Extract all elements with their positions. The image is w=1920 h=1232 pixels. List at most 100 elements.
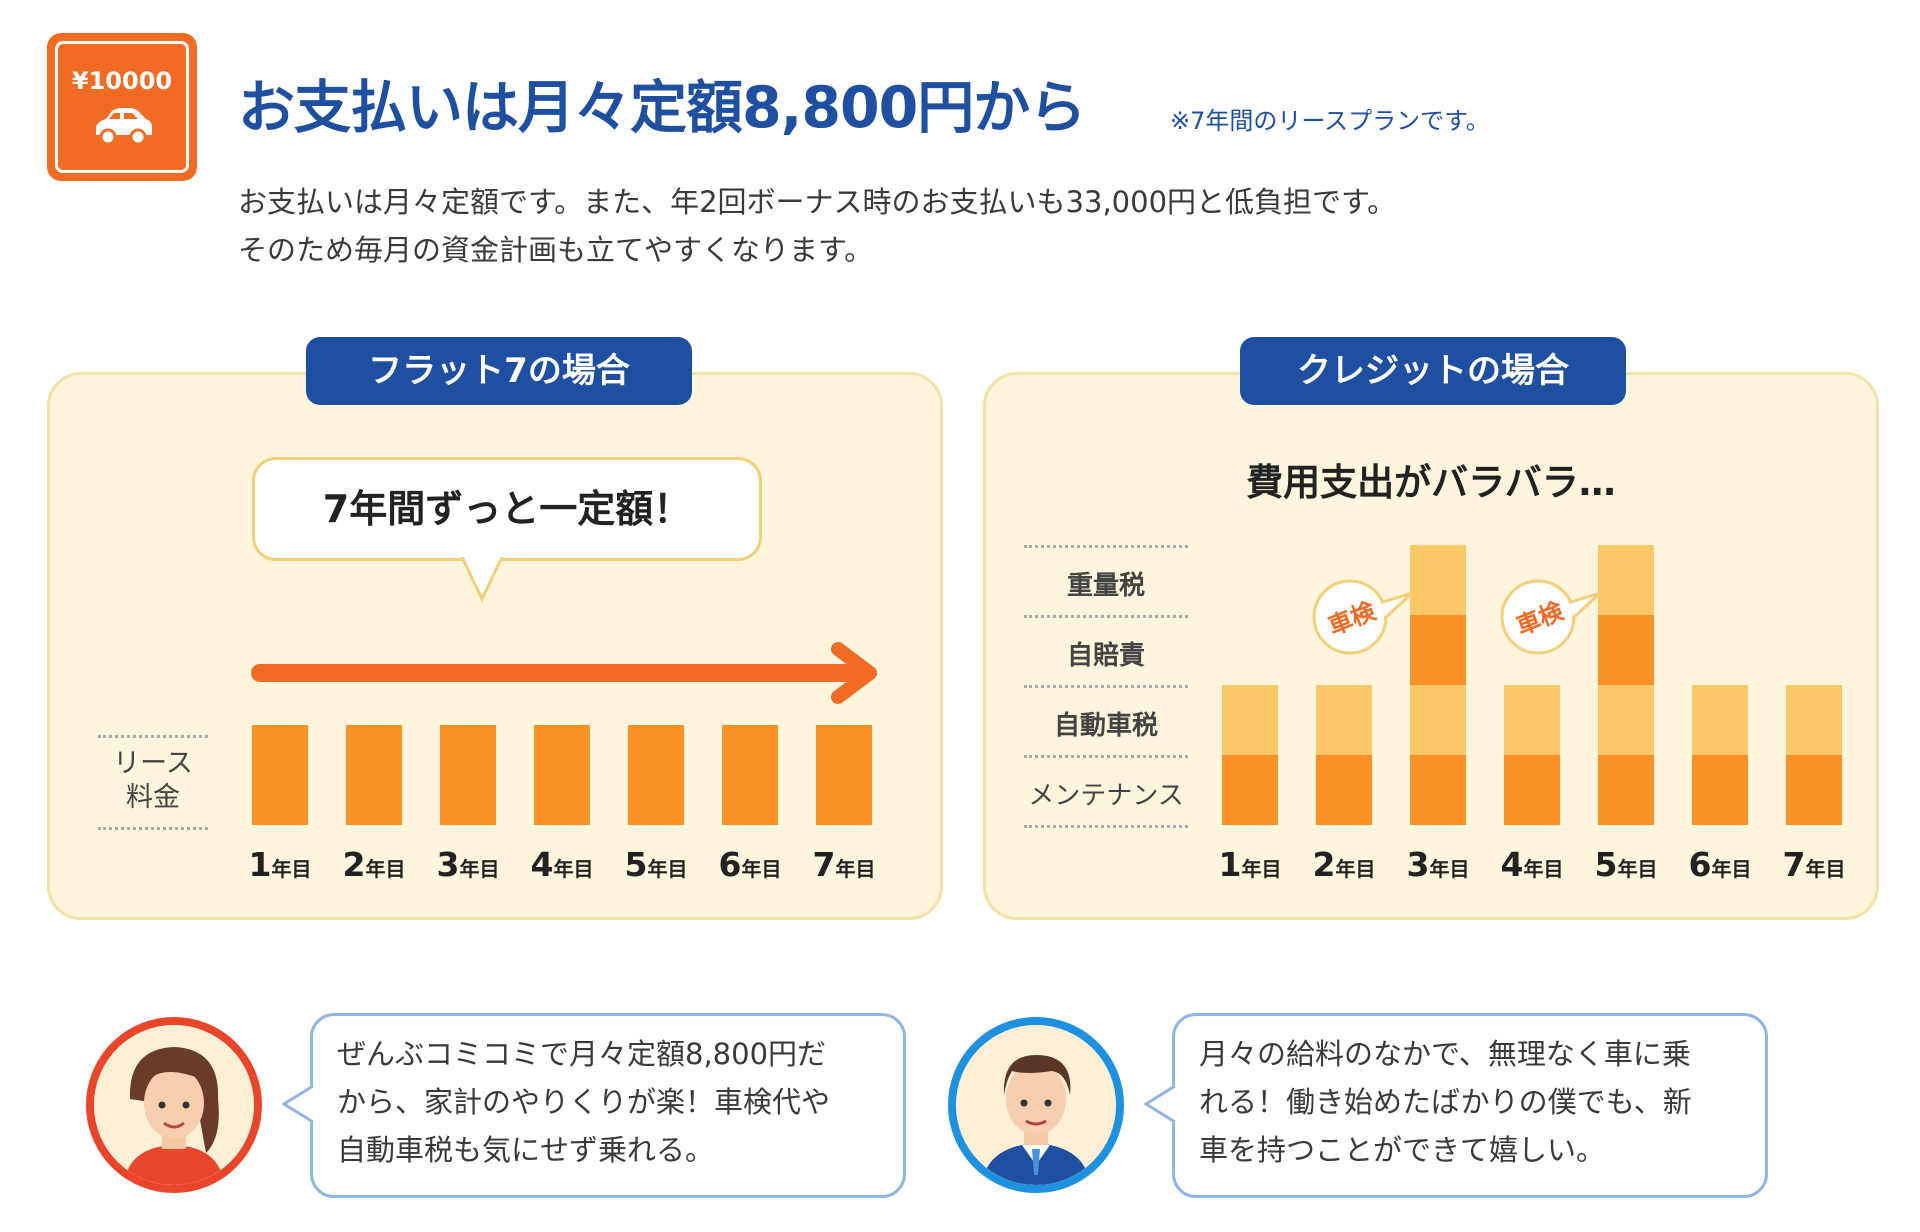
- credit-title: 費用支出がバラバラ…: [1246, 461, 1616, 504]
- woman-avatar: [86, 1017, 262, 1193]
- year-label: 6年目: [705, 845, 795, 884]
- year-label: 4年目: [1487, 845, 1577, 884]
- year-number: 2: [342, 845, 366, 884]
- badge-price: ¥10000: [71, 67, 173, 95]
- year-number: 2: [1312, 845, 1336, 884]
- lease-fee-bar: [252, 725, 308, 825]
- year-label: 7年目: [799, 845, 889, 884]
- lease-fee-bar: [440, 725, 496, 825]
- cost-segment: [1410, 545, 1466, 615]
- woman-face-icon: [94, 1025, 254, 1185]
- year-unit: 年目: [365, 857, 406, 881]
- row-divider: [98, 827, 208, 830]
- lease-fee-bar: [628, 725, 684, 825]
- year-unit: 年目: [1711, 857, 1752, 881]
- lease-fee-label-line: 料金: [126, 782, 180, 813]
- year-number: 6: [1688, 845, 1712, 884]
- row-divider: [1024, 755, 1188, 758]
- row-divider: [98, 735, 208, 738]
- constant-arrow-icon: [251, 642, 877, 704]
- year-label: 5年目: [1581, 845, 1671, 884]
- cost-segment: [1410, 685, 1466, 755]
- cost-segment: [1222, 755, 1278, 825]
- cost-segment: [1504, 685, 1560, 755]
- row-label-car-tax: 自動車税: [1053, 711, 1158, 741]
- year-unit: 年目: [1617, 857, 1658, 881]
- year-label: 1年目: [235, 845, 325, 884]
- year-unit: 年目: [647, 857, 688, 881]
- cost-segment: [1598, 545, 1654, 615]
- year-label: 3年目: [1393, 845, 1483, 884]
- cost-segment: [1786, 685, 1842, 755]
- year-unit: 年目: [271, 857, 312, 881]
- year-unit: 年目: [1429, 857, 1470, 881]
- year-unit: 年目: [459, 857, 500, 881]
- bubble-tail: [460, 557, 504, 603]
- lease-fee-label-line: リース: [113, 748, 193, 779]
- lead-line: お支払いは月々定額です。また、年2回ボーナス時のお支払いも33,000円と低負担…: [238, 185, 1397, 219]
- lease-fee-bar: [346, 725, 402, 825]
- comment-line: れる！働き始めたばかりの僕でも、新: [1199, 1085, 1692, 1119]
- year-unit: 年目: [1805, 857, 1846, 881]
- man-avatar: [948, 1017, 1124, 1193]
- year-number: 4: [1500, 845, 1524, 884]
- page-title: お支払いは月々定額8,800円から: [238, 75, 1086, 141]
- cost-segment: [1786, 755, 1842, 825]
- cost-segment: [1598, 615, 1654, 685]
- year-label: 1年目: [1205, 845, 1295, 884]
- year-unit: 年目: [1335, 857, 1376, 881]
- lead-line: そのため毎月の資金計画も立てやすくなります。: [238, 233, 874, 267]
- year-number: 6: [718, 845, 742, 884]
- year-label: 5年目: [611, 845, 701, 884]
- constant-amount-bubble: 7年間ずっと一定額！: [252, 457, 762, 561]
- cost-segment: [1410, 615, 1466, 685]
- row-label-liability-insurance: 自賠責: [1066, 641, 1145, 671]
- row-divider: [1024, 825, 1188, 828]
- year-label: 4年目: [517, 845, 607, 884]
- cost-segment: [1410, 755, 1466, 825]
- badge-border: [55, 41, 189, 173]
- flat7-tab: フラット7の場合: [306, 337, 692, 405]
- car-icon: [96, 108, 152, 146]
- comment-line: から、家計のやりくりが楽！車検代や: [337, 1085, 831, 1119]
- woman-comment: ぜんぶコミコミで月々定額8,800円だ から、家計のやりくりが楽！車検代や 自動…: [310, 1013, 906, 1198]
- credit-tab: クレジットの場合: [1240, 337, 1626, 405]
- year-number: 4: [530, 845, 554, 884]
- year-unit: 年目: [741, 857, 782, 881]
- cost-segment: [1692, 755, 1748, 825]
- cost-segment: [1504, 755, 1560, 825]
- year-label: 2年目: [329, 845, 419, 884]
- year-number: 7: [1782, 845, 1806, 884]
- cost-segment: [1316, 755, 1372, 825]
- row-divider: [1024, 615, 1188, 618]
- year-label: 6年目: [1675, 845, 1765, 884]
- year-number: 5: [624, 845, 648, 884]
- cost-segment: [1598, 755, 1654, 825]
- lease-fee-bar: [534, 725, 590, 825]
- comment-line: 車を持つことができて嬉しい。: [1199, 1133, 1606, 1167]
- lease-fee-bar: [722, 725, 778, 825]
- year-number: 5: [1594, 845, 1618, 884]
- cost-segment: [1316, 685, 1372, 755]
- speech-tail: [282, 1084, 314, 1124]
- row-divider: [1024, 545, 1188, 548]
- man-comment: 月々の給料のなかで、無理なく車に乗 れる！働き始めたばかりの僕でも、新 車を持つ…: [1172, 1013, 1768, 1198]
- row-label-maintenance: メンテナンス: [1028, 781, 1184, 811]
- cost-segment: [1222, 685, 1278, 755]
- year-unit: 年目: [835, 857, 876, 881]
- comment-line: 自動車税も気にせず乗れる。: [337, 1133, 715, 1167]
- year-unit: 年目: [1241, 857, 1282, 881]
- year-label: 2年目: [1299, 845, 1389, 884]
- year-number: 1: [1218, 845, 1242, 884]
- flat7-panel: フラット7の場合 7年間ずっと一定額！ リース 料金 1年目 2年目 3年目 4年目 5…: [47, 337, 943, 920]
- year-number: 3: [1406, 845, 1430, 884]
- comment-line: ぜんぶコミコミで月々定額8,800円だ: [337, 1037, 827, 1071]
- year-unit: 年目: [553, 857, 594, 881]
- comment-line: 月々の給料のなかで、無理なく車に乗: [1199, 1037, 1691, 1071]
- year-number: 1: [248, 845, 272, 884]
- year-label: 3年目: [423, 845, 513, 884]
- row-label-weight-tax: 重量税: [1066, 571, 1145, 601]
- lead-text: お支払いは月々定額です。また、年2回ボーナス時のお支払いも33,000円と低負担…: [238, 178, 1396, 274]
- inspection-callout: [1500, 579, 1602, 655]
- row-divider: [1024, 685, 1188, 688]
